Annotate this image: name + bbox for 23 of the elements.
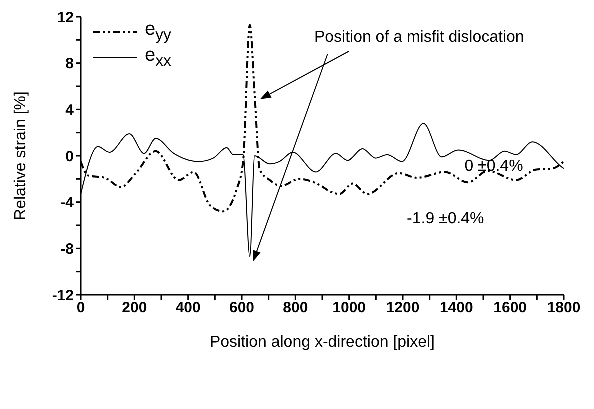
x-tick-label: 800 xyxy=(283,300,308,317)
y-tick-label: -12 xyxy=(52,287,74,304)
x-tick-label: 1600 xyxy=(494,300,528,317)
y-tick-label: -4 xyxy=(60,194,75,212)
annotation: -1.9 ±0.4% xyxy=(407,210,484,228)
x-tick-label: 1200 xyxy=(386,300,420,317)
legend-label: e$_{xx}$ xyxy=(145,45,172,70)
x-tick-label: 1000 xyxy=(332,300,366,317)
y-tick-label: 4 xyxy=(66,102,75,119)
annotation: Position of a misfit dislocation xyxy=(314,28,524,46)
y-tick-label: 12 xyxy=(57,9,74,26)
y-tick-label: 0 xyxy=(66,148,74,166)
x-tick-label: 1800 xyxy=(547,300,581,317)
x-tick-label: 200 xyxy=(122,300,148,317)
x-tick-label: 1400 xyxy=(440,300,474,317)
legend-label: e$_{yy}$ xyxy=(145,19,172,44)
annotation: 0 ±0.4% xyxy=(464,158,524,175)
x-tick-label: 400 xyxy=(176,300,201,317)
x-tick-label: 600 xyxy=(229,300,255,317)
y-tick-label: 8 xyxy=(66,56,74,73)
y-tick-label: -8 xyxy=(60,240,74,258)
y-axis-title: Relative strain [%] xyxy=(12,92,30,220)
x-axis-title: Position along x-direction [pixel] xyxy=(210,334,436,351)
